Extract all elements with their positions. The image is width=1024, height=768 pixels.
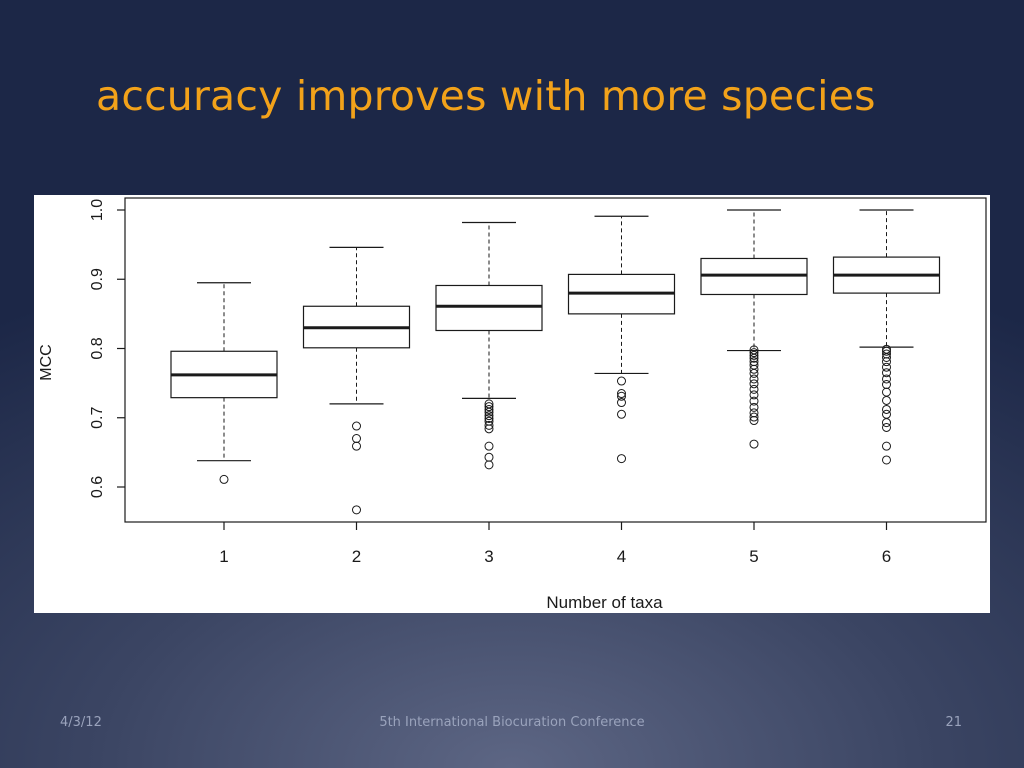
outlier-point bbox=[484, 402, 494, 412]
outlier-point bbox=[749, 350, 759, 360]
outlier-point bbox=[882, 346, 891, 356]
footer-conference: 5th International Biocuration Conference bbox=[379, 715, 645, 730]
outlier-point bbox=[484, 452, 494, 462]
outlier-point bbox=[352, 434, 361, 444]
outlier-point bbox=[882, 395, 891, 405]
outlier-point bbox=[484, 424, 494, 434]
outlier-point bbox=[484, 411, 494, 421]
x-tick-label: 3 bbox=[484, 547, 493, 566]
outlier-point bbox=[617, 389, 626, 399]
outlier-point bbox=[749, 364, 759, 374]
outlier-point bbox=[882, 418, 891, 428]
outlier-point bbox=[749, 412, 759, 422]
outlier-point bbox=[882, 357, 891, 367]
mcc-boxplot-chart: 0.6 0.7 0.8 0.9 1.0 MCC 1 2 3 4 5 6 Number of taxa bbox=[38, 197, 987, 612]
outlier-point bbox=[749, 402, 759, 412]
outlier-point bbox=[484, 441, 494, 451]
outlier-point bbox=[484, 460, 494, 470]
slide-title: accuracy improves with more species bbox=[96, 72, 876, 120]
chart-panel: 0.6 0.7 0.8 0.9 1.0 MCC 1 2 3 4 5 6 Number of taxa bbox=[34, 195, 990, 613]
outlier-point bbox=[352, 441, 361, 451]
x-axis-label: Number of taxa bbox=[546, 593, 663, 612]
outlier-point bbox=[882, 344, 891, 354]
outlier-point bbox=[882, 353, 891, 363]
outlier-point bbox=[882, 380, 891, 390]
outlier-point bbox=[484, 404, 494, 414]
outlier-point bbox=[882, 422, 891, 432]
y-axis-label: MCC bbox=[38, 344, 55, 380]
outlier-point bbox=[749, 390, 759, 400]
y-tick-label: 0.7 bbox=[89, 407, 106, 429]
x-tick-label: 1 bbox=[219, 547, 228, 566]
y-tick-label: 0.9 bbox=[89, 268, 106, 290]
outlier-point bbox=[882, 368, 891, 378]
outlier-point bbox=[749, 379, 759, 389]
outlier-point bbox=[352, 421, 361, 431]
outlier-point bbox=[882, 441, 891, 451]
outlier-point bbox=[352, 505, 361, 515]
x-tick-label: 6 bbox=[882, 547, 891, 566]
outlier-point bbox=[617, 454, 626, 464]
outlier-point bbox=[882, 409, 891, 419]
outlier-point bbox=[617, 398, 626, 408]
x-tick-label: 4 bbox=[617, 547, 626, 566]
outlier-point bbox=[749, 374, 759, 384]
outlier-point bbox=[749, 353, 759, 363]
footer-page-number: 21 bbox=[945, 715, 962, 730]
outlier-point bbox=[749, 439, 759, 449]
outlier-point bbox=[882, 362, 891, 372]
outlier-point bbox=[617, 376, 626, 386]
outlier-point bbox=[882, 404, 891, 414]
outlier-point bbox=[749, 348, 759, 358]
outlier-point bbox=[749, 384, 759, 394]
outlier-point bbox=[219, 474, 229, 484]
outlier-point bbox=[882, 387, 891, 397]
outlier-point bbox=[749, 368, 759, 378]
outlier-point bbox=[749, 396, 759, 406]
y-tick-label: 1.0 bbox=[89, 199, 106, 221]
outlier-point bbox=[484, 413, 494, 423]
outlier-point bbox=[484, 420, 494, 430]
outlier-point bbox=[882, 455, 891, 465]
outlier-point bbox=[749, 416, 759, 426]
plot-frame bbox=[124, 197, 987, 523]
y-tick-label: 0.6 bbox=[89, 476, 106, 498]
y-tick-label: 0.8 bbox=[89, 337, 106, 359]
outlier-point bbox=[882, 374, 891, 384]
outlier-point bbox=[484, 407, 494, 417]
footer-date: 4/3/12 bbox=[60, 715, 102, 730]
outlier-point bbox=[617, 409, 626, 419]
x-tick-label: 2 bbox=[352, 547, 361, 566]
box-iqr bbox=[435, 284, 543, 332]
x-tick-label: 5 bbox=[749, 547, 758, 566]
outlier-point bbox=[617, 391, 626, 401]
